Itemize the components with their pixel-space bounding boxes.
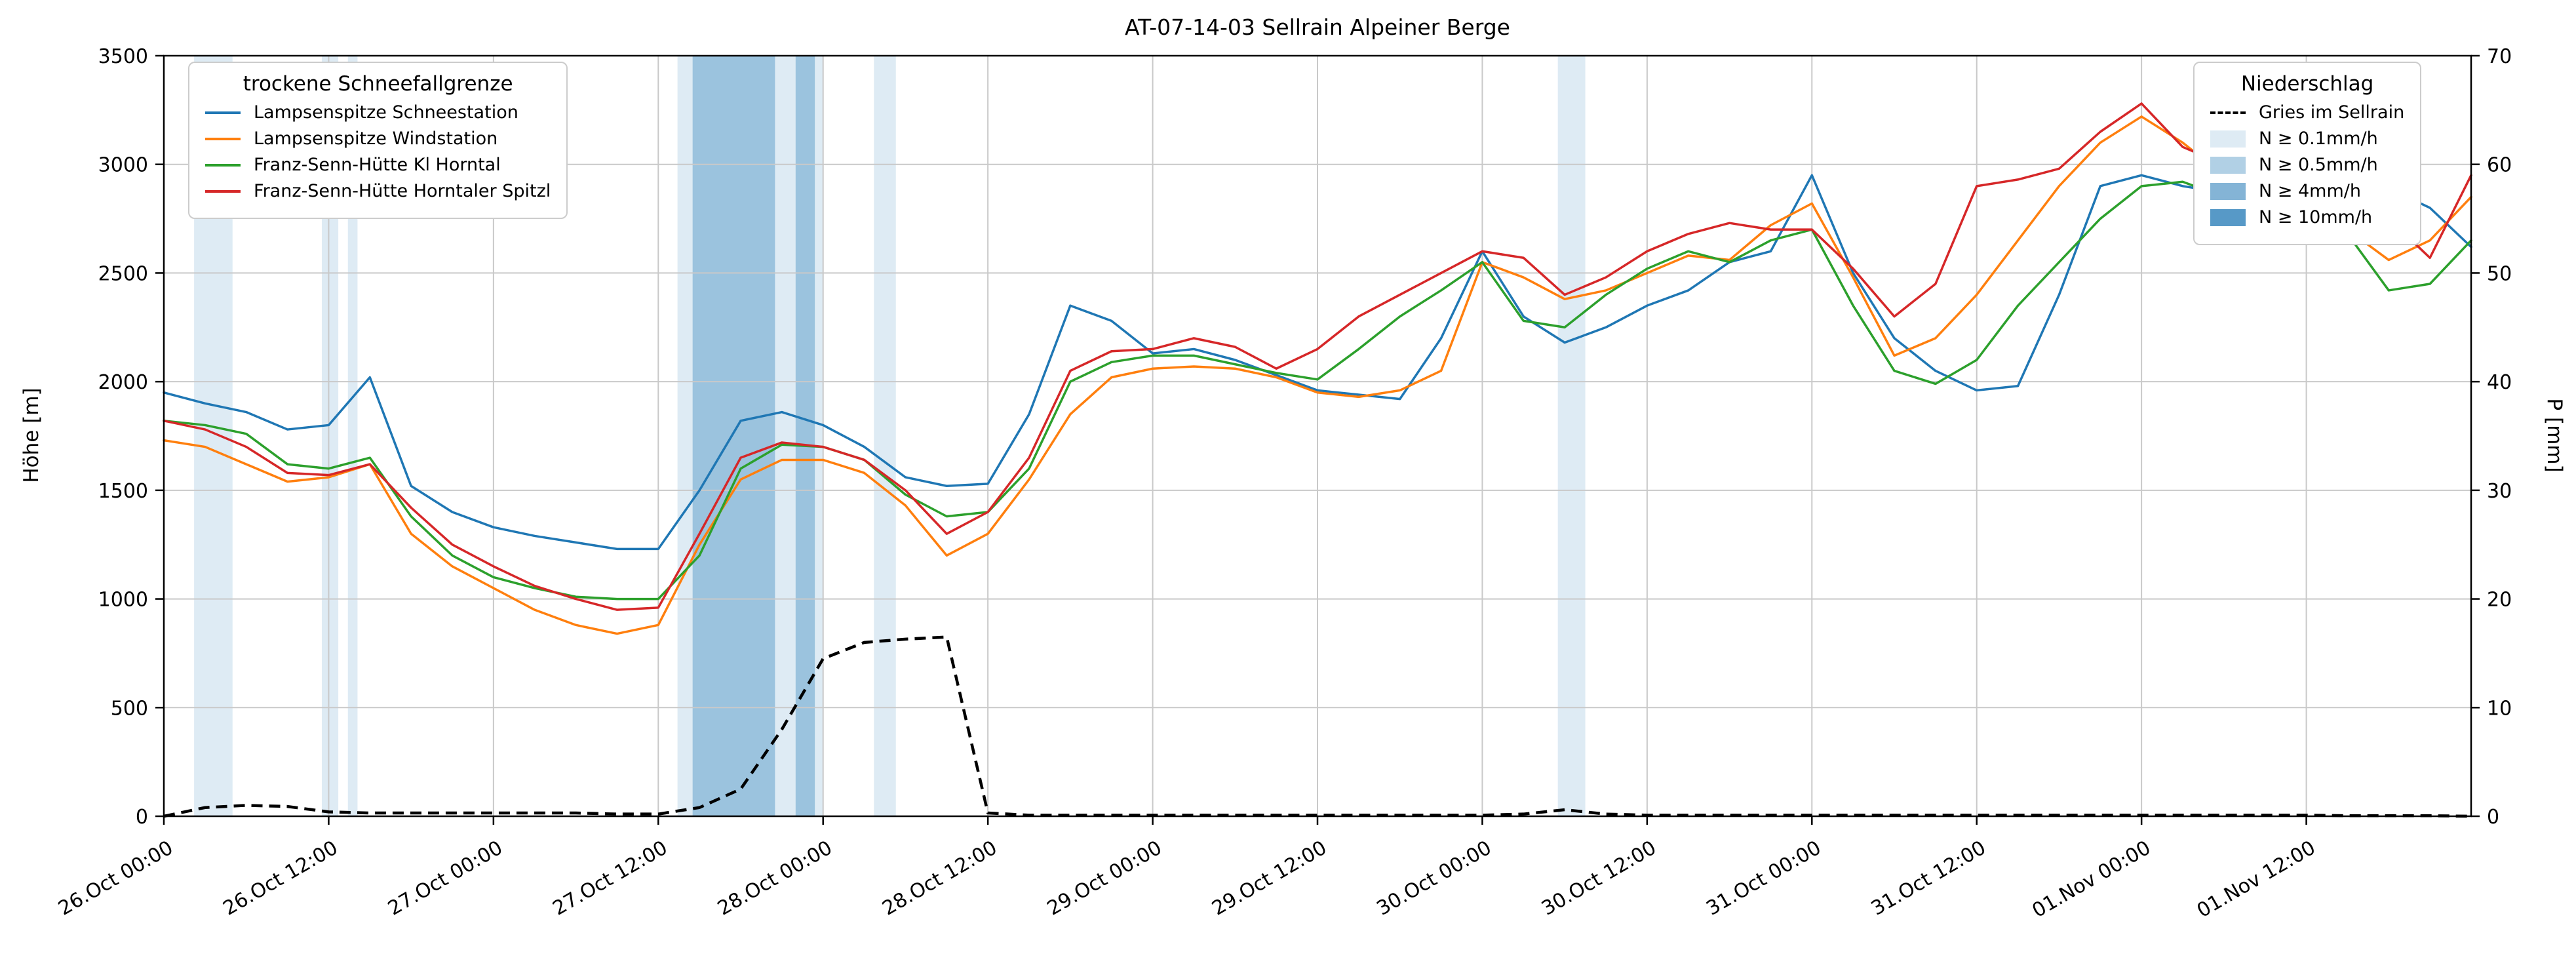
y-right-tick-label: 70 <box>2487 45 2512 68</box>
x-tick-label: 30.Oct 00:00 <box>1373 837 1496 920</box>
y-left-tick-label: 3000 <box>98 154 148 177</box>
y-axis-label-right: P [mm] <box>2543 398 2566 473</box>
legend-item-label: N ≥ 4mm/h <box>2259 181 2361 201</box>
blue-line-swatch-icon <box>205 111 241 114</box>
legend-item-label: Lampsenspitze Schneestation <box>254 102 518 123</box>
y-right-tick-label: 20 <box>2487 589 2512 612</box>
x-tick-label: 31.Oct 12:00 <box>1867 837 1990 920</box>
x-tick-label: 28.Oct 00:00 <box>714 837 836 920</box>
y-left-tick-label: 2500 <box>98 262 148 285</box>
x-tick-label: 30.Oct 12:00 <box>1538 837 1660 920</box>
y-left-tick-label: 1000 <box>98 589 148 612</box>
legend-item: Gries im Sellrain <box>2210 102 2404 123</box>
y-right-tick-label: 40 <box>2487 371 2512 394</box>
precip-band <box>1557 56 1586 816</box>
x-tick-label: 28.Oct 12:00 <box>878 837 1001 920</box>
legend-snowfall-title: trockene Schneefallgrenze <box>243 72 513 96</box>
x-tick-label: 26.Oct 12:00 <box>220 837 342 920</box>
precip-line-gries <box>163 635 2472 818</box>
x-tick-label: 01.Nov 00:00 <box>2028 837 2155 922</box>
legend-item-label: Franz-Senn-Hütte Horntaler Spitzl <box>254 181 551 201</box>
x-tick-label: 27.Oct 12:00 <box>549 837 671 920</box>
precip-level3-swatch-icon <box>2210 182 2246 200</box>
precip-level4-swatch-icon <box>2210 208 2246 226</box>
dashed-line-swatch-icon <box>2210 111 2246 114</box>
y-right-tick-label: 30 <box>2487 480 2512 503</box>
legend-item-label: N ≥ 10mm/h <box>2259 207 2373 227</box>
y-left-tick-label: 3500 <box>98 45 148 68</box>
legend-item-label: N ≥ 0.5mm/h <box>2259 155 2378 175</box>
legend-item: N ≥ 0.5mm/h <box>2210 155 2404 175</box>
legend-item: Franz-Senn-Hütte Kl Horntal <box>205 155 551 175</box>
x-tick-label: 29.Oct 00:00 <box>1044 837 1166 920</box>
legend-item-label: Gries im Sellrain <box>2259 102 2405 123</box>
y-right-tick-label: 50 <box>2487 262 2512 285</box>
precip-level1-swatch-icon <box>2210 130 2246 148</box>
green-line-swatch-icon <box>205 163 241 167</box>
x-tick-label: 29.Oct 12:00 <box>1208 837 1331 920</box>
legend-item-label: N ≥ 0.1mm/h <box>2259 129 2378 149</box>
legend-precipitation: Niederschlag Gries im Sellrain N ≥ 0.1mm… <box>2193 62 2422 245</box>
y-axis-label-left: Höhe [m] <box>20 387 43 483</box>
precip-band <box>677 56 823 816</box>
legend-item: Franz-Senn-Hütte Horntaler Spitzl <box>205 181 551 201</box>
chart-title: AT-07-14-03 Sellrain Alpeiner Berge <box>1125 14 1510 40</box>
series-line-1 <box>163 115 2472 635</box>
legend-precip-title: Niederschlag <box>2240 72 2374 96</box>
legend-item: Lampsenspitze Schneestation <box>205 102 551 123</box>
legend-item: N ≥ 10mm/h <box>2210 207 2404 227</box>
precip-band <box>692 56 775 816</box>
y-right-tick-label: 0 <box>2487 806 2499 829</box>
legend-item: Lampsenspitze Windstation <box>205 129 551 149</box>
red-line-swatch-icon <box>205 189 241 193</box>
y-left-tick-label: 1500 <box>98 480 148 503</box>
y-right-tick-label: 10 <box>2487 697 2512 720</box>
orange-line-swatch-icon <box>205 137 241 140</box>
legend-item: N ≥ 4mm/h <box>2210 181 2404 201</box>
x-tick-label: 26.Oct 00:00 <box>54 837 177 920</box>
legend-item: N ≥ 0.1mm/h <box>2210 129 2404 149</box>
legend-item-label: Lampsenspitze Windstation <box>254 129 498 149</box>
legend-snowfall-limit: trockene Schneefallgrenze Lampsenspitze … <box>188 62 568 219</box>
x-tick-label: 31.Oct 00:00 <box>1702 837 1825 920</box>
x-tick-label: 01.Nov 12:00 <box>2193 837 2320 922</box>
y-left-tick-label: 2000 <box>98 371 148 394</box>
precip-level2-swatch-icon <box>2210 156 2246 174</box>
y-left-tick-label: 500 <box>111 697 148 720</box>
precip-band <box>795 56 815 816</box>
x-tick-label: 27.Oct 00:00 <box>384 837 507 920</box>
precip-band <box>874 56 896 816</box>
series-line-0 <box>163 174 2472 551</box>
series-line-3 <box>163 102 2472 611</box>
precip-band <box>347 56 358 816</box>
y-left-tick-label: 0 <box>136 806 148 829</box>
y-right-tick-label: 60 <box>2487 154 2512 177</box>
legend-item-label: Franz-Senn-Hütte Kl Horntal <box>254 155 501 175</box>
